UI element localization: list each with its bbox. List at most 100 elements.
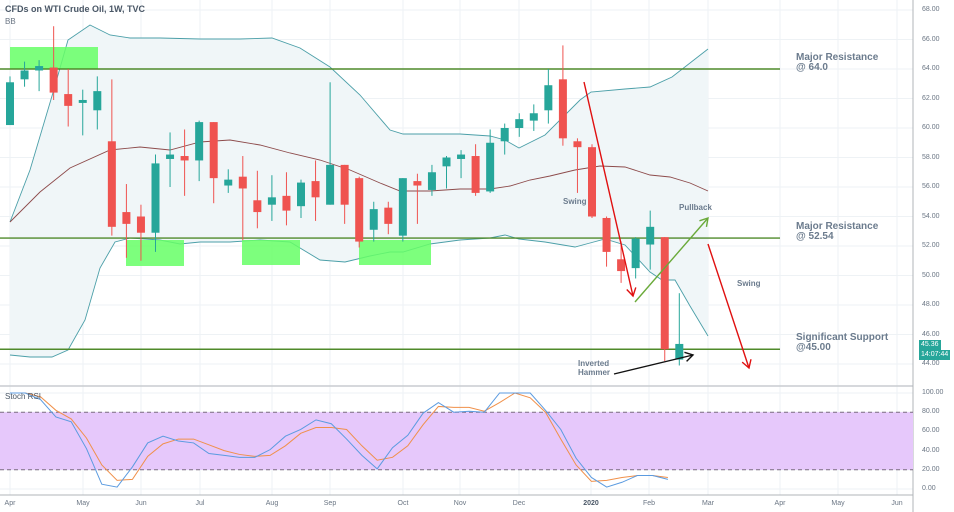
price-tick-label: 62.00 bbox=[922, 94, 940, 102]
bear-candle bbox=[253, 200, 262, 213]
bull-candle bbox=[35, 66, 44, 71]
bull-candle bbox=[297, 182, 305, 207]
price-tick-label: 60.00 bbox=[922, 124, 940, 131]
pullback-up-arrow[interactable] bbox=[634, 217, 709, 303]
bull-candle bbox=[486, 142, 495, 192]
bear-candle bbox=[238, 176, 247, 189]
resistance-64-annotation: Major Resistance @ 64.0 bbox=[796, 52, 879, 73]
bull-candle bbox=[6, 82, 14, 126]
bull-candle bbox=[442, 157, 451, 167]
candlesticks bbox=[6, 26, 684, 366]
price-tick-label: 56.00 bbox=[922, 183, 940, 190]
arrow-head bbox=[699, 216, 709, 227]
swing-annotation-2: Swing bbox=[737, 279, 761, 288]
time-tick-label: May bbox=[76, 500, 90, 507]
bear-candle bbox=[617, 259, 626, 272]
price-tick-label: 44.00 bbox=[922, 360, 940, 367]
price-tick-label: 58.00 bbox=[922, 153, 940, 161]
bull-candle bbox=[398, 178, 407, 236]
bull-candle bbox=[500, 128, 509, 142]
price-tick-label: 54.00 bbox=[922, 212, 940, 220]
bear-candle bbox=[602, 217, 611, 252]
inverted-hammer-arrow[interactable] bbox=[613, 354, 694, 375]
arrow-head bbox=[626, 287, 637, 298]
bear-candle bbox=[588, 147, 596, 217]
time-tick-label: Jun bbox=[135, 500, 147, 507]
bull-candle bbox=[166, 154, 175, 159]
price-tick-label: 52.00 bbox=[922, 242, 940, 249]
time-tick-label: Feb bbox=[642, 500, 656, 507]
time-tick-label: Dec bbox=[512, 500, 526, 507]
bb-indicator-label[interactable]: BB bbox=[5, 17, 16, 26]
rsi-tick-label: 0.00 bbox=[922, 485, 936, 492]
bear-candle bbox=[311, 181, 320, 198]
bull-candle bbox=[515, 119, 524, 128]
bull-candle bbox=[20, 70, 29, 80]
bull-candle bbox=[78, 99, 87, 103]
bear-candle bbox=[558, 79, 567, 139]
pullback-annotation: Pullback bbox=[679, 203, 712, 212]
rsi-d-line bbox=[10, 392, 668, 482]
support-zone-highlight bbox=[359, 240, 431, 265]
time-tick-label: Jun bbox=[891, 500, 903, 507]
price-tick-label: 48.00 bbox=[922, 301, 940, 308]
bear-candle bbox=[413, 181, 422, 186]
rsi-tick-label: 100.00 bbox=[922, 389, 944, 396]
bear-candle bbox=[384, 207, 393, 224]
bull-candle bbox=[326, 164, 335, 205]
bull-candle bbox=[267, 197, 276, 205]
countdown-tag: 14:07:44 bbox=[919, 350, 951, 360]
price-tick-label: 64.00 bbox=[922, 65, 940, 72]
inverted-hammer-annotation: Inverted Hammer bbox=[578, 359, 611, 377]
bear-candle bbox=[136, 216, 145, 233]
time-tick-label: Apr bbox=[4, 500, 16, 507]
swing-down-arrow-1[interactable] bbox=[583, 81, 634, 297]
time-tick-label: Apr bbox=[774, 500, 786, 507]
bull-candle bbox=[457, 154, 466, 159]
arrow-head bbox=[741, 359, 752, 370]
bull-candle bbox=[675, 343, 684, 360]
time-tick-label: Jul bbox=[195, 500, 205, 507]
bull-candle bbox=[93, 91, 102, 111]
rsi-tick-label: 80.00 bbox=[922, 408, 940, 416]
swing-down-arrow-2[interactable] bbox=[707, 243, 750, 369]
chart-title: CFDs on WTI Crude Oil, 1W, TVC bbox=[5, 4, 146, 14]
swing-annotation-1: Swing bbox=[563, 197, 587, 206]
time-tick-label: May bbox=[831, 500, 845, 507]
stoch-rsi-label[interactable]: Stoch RSI bbox=[5, 392, 42, 401]
bear-candle bbox=[64, 94, 73, 106]
bear-candle bbox=[340, 164, 349, 205]
bull-candle bbox=[195, 122, 204, 161]
time-tick-label: Oct bbox=[397, 500, 409, 507]
resistance-5254-annotation: Major Resistance @ 52.54 bbox=[796, 221, 879, 242]
time-tick-label: 2020 bbox=[583, 500, 599, 507]
rsi-k-line bbox=[10, 392, 669, 488]
bull-candle bbox=[224, 179, 233, 186]
rsi-band-fill bbox=[0, 412, 913, 470]
support-45-annotation: Significant Support @45.00 bbox=[796, 332, 889, 353]
trend-arrows[interactable] bbox=[583, 81, 752, 375]
bull-candle bbox=[631, 238, 640, 269]
bear-candle bbox=[355, 178, 364, 242]
bull-candle bbox=[646, 226, 655, 245]
current-price-tag: 45.36 bbox=[919, 340, 941, 350]
bull-candle bbox=[544, 85, 553, 111]
time-tick-label: Nov bbox=[453, 500, 467, 507]
bear-candle bbox=[49, 67, 58, 93]
rsi-tick-label: 20.00 bbox=[922, 465, 940, 473]
bb-upper-line bbox=[9, 24, 709, 223]
bear-candle bbox=[209, 122, 218, 179]
bull-candle bbox=[427, 172, 436, 190]
support-zone-highlight bbox=[242, 240, 300, 265]
bear-candle bbox=[573, 141, 582, 148]
time-tick-label: Sep bbox=[323, 500, 337, 507]
bear-candle bbox=[282, 195, 291, 211]
price-tick-label: 50.00 bbox=[922, 271, 940, 279]
arrow-head bbox=[684, 351, 695, 362]
rsi-tick-label: 60.00 bbox=[922, 427, 940, 435]
bear-candle bbox=[107, 141, 116, 227]
price-tick-label: 46.00 bbox=[922, 330, 940, 338]
bear-candle bbox=[122, 212, 131, 224]
price-tick-label: 66.00 bbox=[922, 35, 940, 43]
